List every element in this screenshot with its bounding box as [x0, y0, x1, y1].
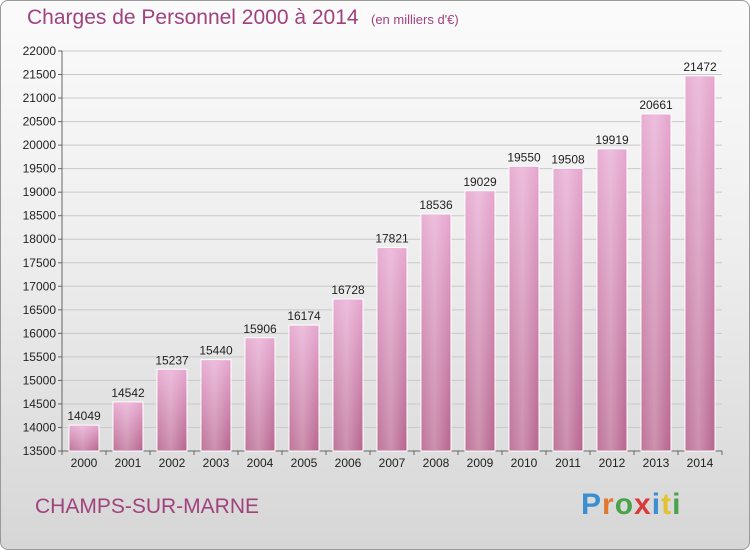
- x-tick-label: 2008: [423, 456, 450, 470]
- x-tick-label: 2006: [335, 456, 362, 470]
- x-tick-label: 2009: [467, 456, 494, 470]
- value-label: 14049: [67, 409, 101, 423]
- y-tick-label: 18000: [23, 232, 57, 246]
- y-tick-label: 15500: [23, 350, 57, 364]
- y-tick-label: 18500: [23, 209, 57, 223]
- logo-letter: x: [634, 488, 652, 521]
- bar-highlight: [686, 76, 714, 451]
- value-label: 14542: [111, 386, 145, 400]
- value-label: 19508: [551, 152, 585, 166]
- value-label: 16174: [287, 309, 321, 323]
- y-tick-label: 17000: [23, 279, 57, 293]
- y-tick-label: 19000: [23, 185, 57, 199]
- value-label: 17821: [375, 232, 409, 246]
- y-tick-label: 16000: [23, 326, 57, 340]
- bar-highlight: [510, 167, 538, 450]
- y-tick-labels: 13500 14000 14500 15000 15500 16000 16500 17000…: [23, 44, 57, 458]
- bar-highlight: [158, 370, 186, 450]
- x-tick-label: 2007: [379, 456, 406, 470]
- x-tick-label: 2014: [687, 456, 714, 470]
- bar-highlight: [422, 215, 450, 450]
- logo-letter: r: [602, 488, 615, 521]
- bar-highlight: [202, 360, 230, 450]
- y-tick-label: 22000: [23, 44, 57, 58]
- value-label: 19029: [463, 175, 497, 189]
- proxiti-logo: Proxiti: [581, 488, 681, 522]
- y-tick-label: 15000: [23, 373, 57, 387]
- bar-highlight: [378, 248, 406, 450]
- y-tick-label: 20000: [23, 138, 57, 152]
- bar-highlight: [246, 338, 274, 450]
- logo-letter: i: [672, 488, 682, 521]
- city-name: CHAMPS-SUR-MARNE: [35, 495, 260, 518]
- value-label: 19550: [507, 150, 541, 164]
- bar-highlight: [290, 326, 318, 450]
- y-tick-label: 13500: [23, 444, 57, 458]
- value-label: 21472: [683, 60, 717, 74]
- chart-subtitle: (en milliers d'€): [371, 12, 459, 27]
- logo-letter: t: [661, 488, 673, 521]
- bar-highlight: [642, 115, 670, 450]
- y-tick-label: 19500: [23, 162, 57, 176]
- value-label: 19919: [595, 133, 629, 147]
- y-tick-label: 14500: [23, 397, 57, 411]
- x-tick-label: 2005: [291, 456, 318, 470]
- x-tick-label: 2010: [511, 456, 538, 470]
- y-tick-label: 16500: [23, 303, 57, 317]
- bar-highlight: [554, 169, 582, 451]
- chart-title: Charges de Personnel 2000 à 2014: [27, 6, 359, 29]
- bar-highlight: [114, 402, 142, 450]
- bar-highlight: [334, 300, 362, 450]
- value-label: 15440: [199, 344, 233, 358]
- x-tick-label: 2012: [599, 456, 626, 470]
- y-tick-label: 14000: [23, 420, 57, 434]
- value-label: 16728: [331, 283, 365, 297]
- value-label: 15906: [243, 322, 277, 336]
- bars: [68, 75, 716, 452]
- x-tick-label: 2001: [115, 456, 142, 470]
- y-tick-label: 20500: [23, 115, 57, 129]
- bar-highlight: [466, 191, 494, 450]
- x-tick-label: 2000: [71, 456, 98, 470]
- x-tick-label: 2003: [203, 456, 230, 470]
- value-label: 15237: [155, 353, 189, 367]
- y-tick-label: 21000: [23, 91, 57, 105]
- x-tick-label: 2002: [159, 456, 186, 470]
- x-tick-label: 2011: [555, 456, 581, 470]
- x-tick-labels: 2000 2001 2002 2003 2004 2005 2006 2007 2008 2009…: [71, 456, 714, 470]
- y-tick-label: 17500: [23, 256, 57, 270]
- value-label: 18536: [419, 198, 453, 212]
- y-tick-label: 21500: [23, 68, 57, 82]
- value-labels: 14049 14542 15237 15440 15906 16174 16728 17821…: [67, 60, 717, 423]
- value-label: 20661: [639, 98, 673, 112]
- x-tick-label: 2004: [247, 456, 274, 470]
- bar-highlight: [598, 149, 626, 450]
- x-tick-label: 2013: [643, 456, 670, 470]
- logo-letter: P: [581, 488, 603, 521]
- logo-letter: o: [614, 488, 635, 521]
- bar-highlight: [70, 426, 98, 450]
- logo-letter: i: [651, 488, 662, 521]
